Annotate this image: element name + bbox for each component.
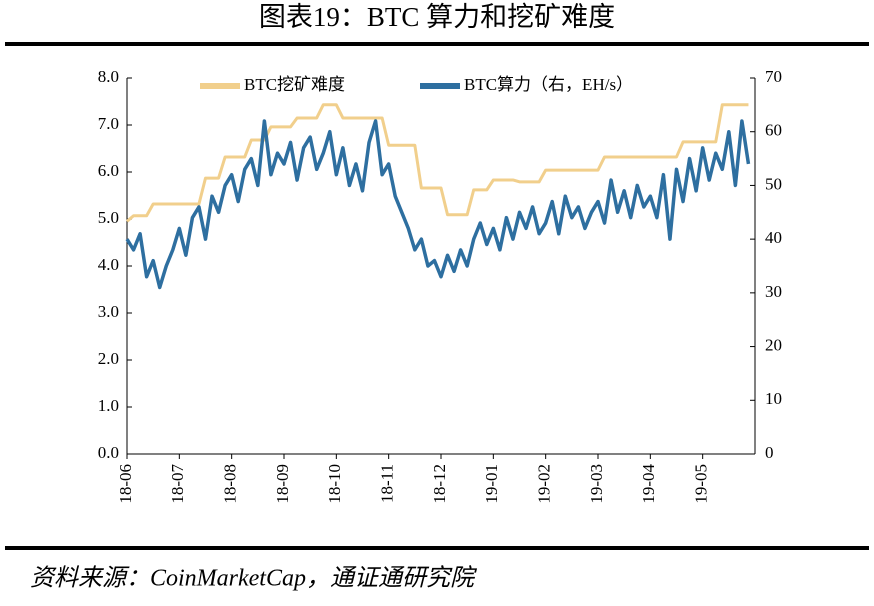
- bottom-rule: [5, 546, 869, 550]
- series-line: [126, 103, 749, 223]
- x-tick-label: 18-10: [325, 464, 344, 504]
- source-note: 资料来源：CoinMarketCap，通证通研究院: [30, 565, 478, 592]
- x-tick-label: 18-09: [273, 464, 292, 504]
- x-tick-label: 19-04: [639, 464, 658, 504]
- y2-tick-label: 30: [765, 282, 782, 301]
- series-line: [125, 119, 751, 290]
- y-tick-label: 7.0: [98, 114, 119, 133]
- y-tick-label: 2.0: [98, 349, 119, 368]
- x-tick-label: 19-03: [587, 464, 606, 504]
- y2-tick-label: 10: [765, 389, 782, 408]
- x-tick-label: 18-06: [116, 464, 135, 504]
- y-tick-label: 1.0: [98, 396, 119, 415]
- y2-tick-label: 40: [765, 228, 782, 247]
- y2-tick-label: 50: [765, 174, 782, 193]
- y-tick-label: 0.0: [98, 443, 119, 462]
- x-tick-label: 18-08: [221, 464, 240, 504]
- top-rule: [5, 42, 869, 46]
- y2-tick-label: 60: [765, 121, 782, 140]
- y-tick-label: 6.0: [98, 161, 119, 180]
- x-tick-label: 18-12: [430, 464, 449, 504]
- y-tick-label: 5.0: [98, 208, 119, 227]
- y2-tick-label: 70: [765, 67, 782, 86]
- legend-label: BTC挖矿难度: [244, 75, 345, 94]
- x-tick-label: 18-11: [378, 464, 397, 503]
- y-tick-label: 3.0: [98, 302, 119, 321]
- x-tick-label: 19-02: [535, 464, 554, 504]
- y2-tick-label: 0: [765, 443, 774, 462]
- x-tick-label: 19-05: [692, 464, 711, 504]
- legend-label: BTC算力（右，EH/s）: [464, 75, 633, 94]
- y-tick-label: 4.0: [98, 255, 119, 274]
- x-tick-label: 19-01: [482, 464, 501, 504]
- y2-tick-label: 20: [765, 335, 782, 354]
- y-tick-label: 8.0: [98, 67, 119, 86]
- chart-title: 图表19：BTC 算力和挖矿难度: [259, 2, 615, 32]
- x-tick-label: 18-07: [168, 464, 187, 504]
